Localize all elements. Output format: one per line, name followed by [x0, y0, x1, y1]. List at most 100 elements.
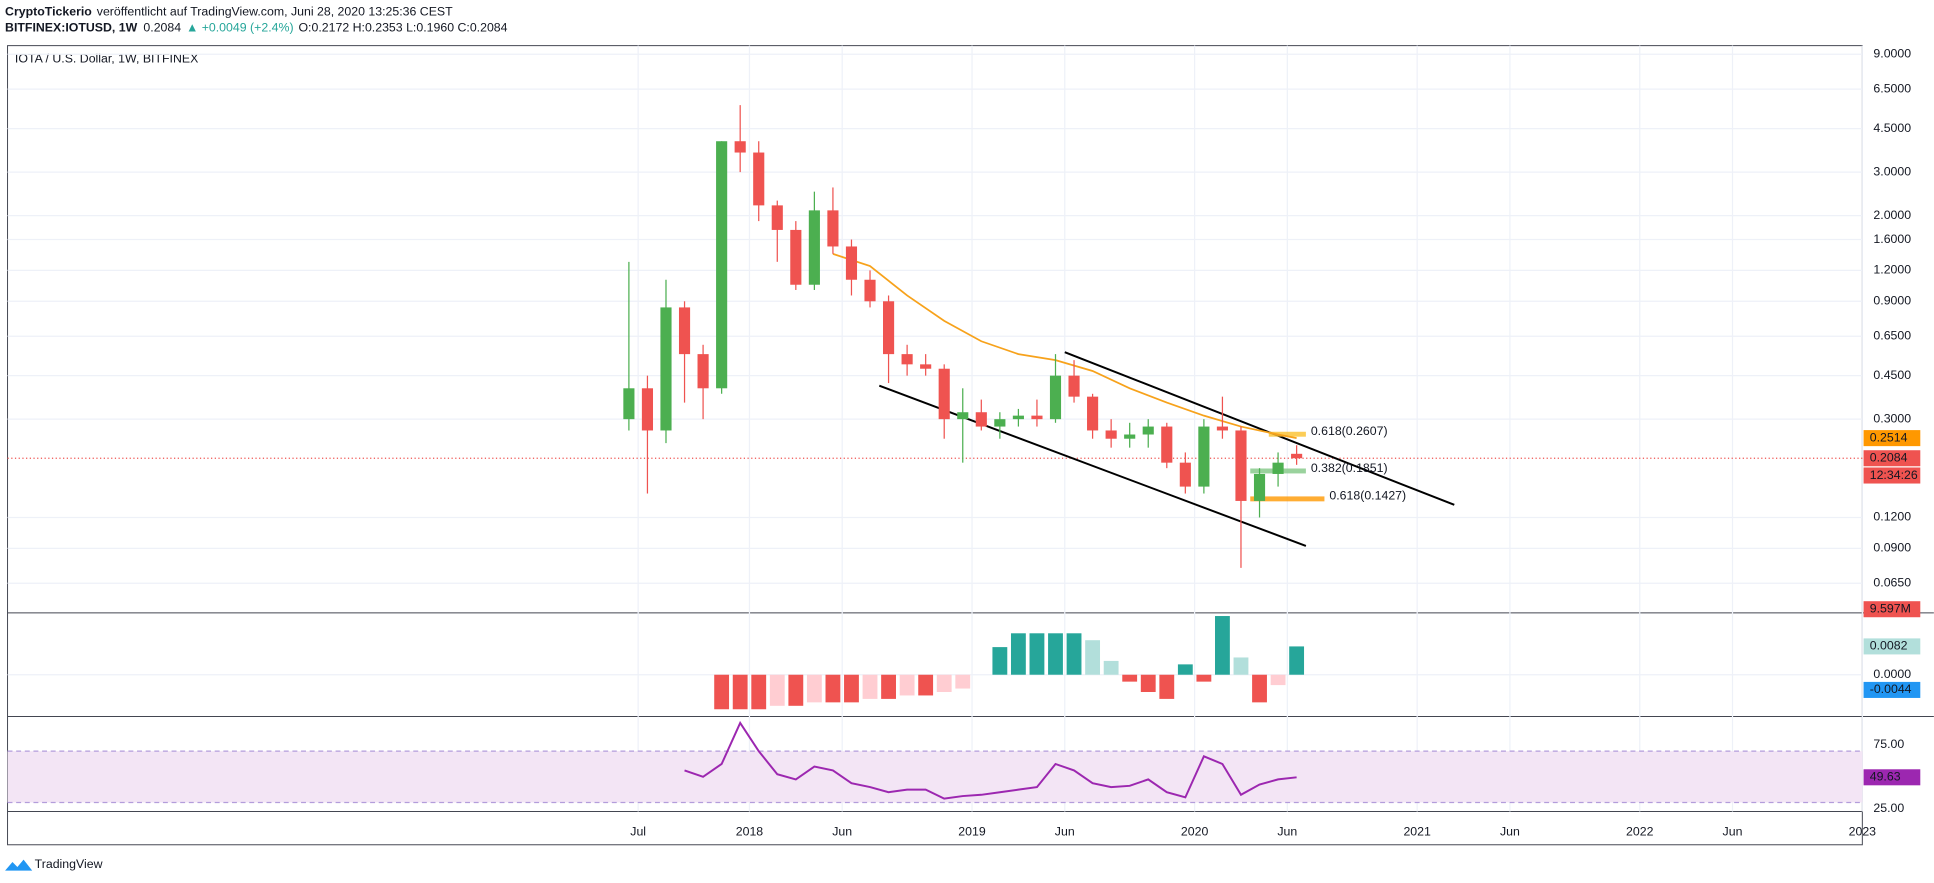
price-badge-bg [1863, 430, 1921, 447]
candle-body [1105, 430, 1117, 439]
candle-body [1161, 426, 1173, 463]
candle-body [1049, 375, 1062, 420]
candle-body [1142, 426, 1154, 435]
last-price: 0.2084 [143, 21, 181, 35]
macd-badge-bg [1863, 681, 1921, 698]
price-badge: 0.2084 [1870, 450, 1908, 464]
candle-body [1124, 434, 1136, 439]
x-tick-label: Jun [1055, 825, 1075, 839]
macd-bar [1196, 674, 1212, 682]
x-tick-label: Jun [1723, 825, 1743, 839]
y-tick-label: 1.6000 [1873, 232, 1911, 246]
macd-bar [1177, 664, 1193, 675]
macd-bar [714, 674, 730, 710]
x-tick-label: 2020 [1181, 825, 1209, 839]
brand: TradingView [35, 857, 103, 871]
macd-bar [1066, 633, 1082, 675]
candle-body [1068, 375, 1080, 397]
chart-title: IOTA / U.S. Dollar, 1W, BITFINEX [15, 51, 198, 65]
x-tick-label: Jun [832, 825, 852, 839]
candle-body [1031, 415, 1043, 420]
countdown: 12:34:26 [1870, 468, 1918, 482]
macd-bar [862, 674, 878, 699]
macd-bar [732, 674, 748, 710]
macd-bar [955, 674, 971, 689]
candle-body [938, 368, 950, 420]
y-tick-label: 3.0000 [1873, 164, 1911, 178]
rsi-tick-label: 25.00 [1873, 801, 1904, 815]
x-tick-label: Jun [1277, 825, 1297, 839]
macd-bar [936, 674, 952, 692]
candle-body [883, 301, 895, 355]
fib-label: 0.382(0.1851) [1311, 461, 1388, 475]
macd-bar [992, 647, 1008, 675]
macd-bar [1048, 633, 1063, 675]
published: veröffentlicht auf TradingView.com, Juni… [97, 5, 453, 19]
fib-level [1250, 496, 1325, 502]
x-tick-label: 2021 [1403, 825, 1431, 839]
macd-bar [806, 674, 822, 703]
macd-bar [1252, 674, 1267, 703]
countdown-bg [1863, 467, 1921, 484]
candle-body [697, 354, 709, 389]
candle-body [901, 354, 913, 365]
candle-body [716, 141, 728, 389]
price-badge: 0.2514 [1870, 430, 1908, 444]
candle-body [864, 279, 876, 302]
candle-body [845, 246, 858, 280]
macd-badge-bg [1863, 638, 1921, 655]
candle-body [641, 388, 654, 431]
candle-body [1235, 430, 1247, 501]
macd-bar [769, 674, 785, 706]
frame [7, 45, 1863, 846]
trend-line [878, 384, 1307, 547]
candle-body [1216, 426, 1228, 431]
fib-label: 0.618(0.2607) [1311, 424, 1388, 438]
y-tick-label: 4.5000 [1873, 121, 1911, 135]
macd-badge: -0.0044 [1870, 682, 1912, 696]
macd-bar [1029, 633, 1045, 675]
volume-badge-bg [1863, 601, 1921, 618]
rsi-tick-label: 75.00 [1873, 737, 1904, 751]
macd-bar [881, 674, 896, 699]
price-badge-bg [1863, 450, 1921, 467]
volume-badge: 9.597M [1870, 601, 1911, 615]
macd-bar [1289, 646, 1305, 675]
candle-body [771, 205, 783, 230]
macd-bar [788, 674, 804, 706]
macd-bar [751, 674, 767, 710]
header-line-1: CryptoTickerio veröffentlicht auf Trading… [5, 5, 453, 19]
author: CryptoTickerio [5, 5, 92, 19]
macd-bar [1122, 674, 1138, 682]
candle-body [1291, 453, 1303, 459]
macd-bar [844, 674, 859, 703]
candle-body [1179, 462, 1191, 487]
candle-body [1272, 462, 1284, 474]
y-tick-label: 6.5000 [1873, 81, 1911, 95]
candle-body [920, 364, 932, 369]
macd-tick-label: 0.0000 [1873, 667, 1911, 681]
candle-body [994, 419, 1006, 427]
macd-bar [825, 674, 841, 703]
candle-body [1087, 396, 1099, 431]
x-tick-label: 2018 [736, 825, 764, 839]
macd-bar [1140, 674, 1156, 692]
candle-body [975, 412, 987, 427]
candle-body [660, 307, 672, 431]
candle-body [623, 388, 635, 420]
x-tick-label: 2022 [1626, 825, 1654, 839]
rsi-badge-bg [1863, 769, 1921, 786]
x-tick-label: Jul [630, 825, 646, 839]
macd-bar [1233, 657, 1249, 675]
fib-level [1268, 431, 1306, 437]
macd-bar [1010, 633, 1026, 675]
change: ▲ +0.0049 (+2.4%) [186, 21, 293, 35]
candle-body [1012, 415, 1024, 420]
candle-body [678, 307, 691, 355]
x-tick-label: 2019 [958, 825, 986, 839]
y-tick-label: 0.6500 [1873, 328, 1911, 342]
candle-body [808, 210, 820, 285]
macd-bar [1159, 674, 1175, 699]
macd-bar [918, 674, 934, 696]
